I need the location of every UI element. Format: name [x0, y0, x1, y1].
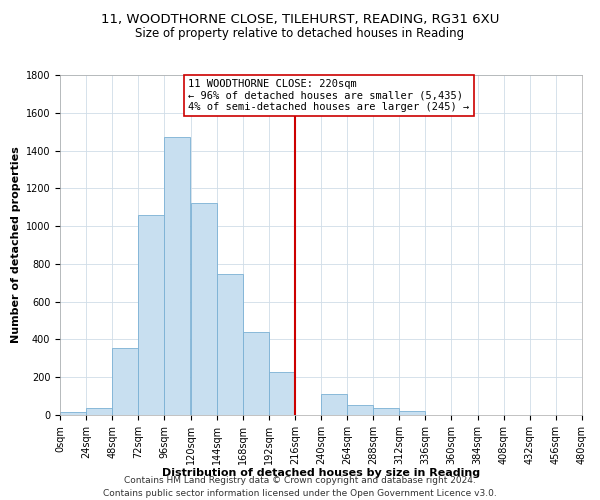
- Bar: [112, 348, 138, 415]
- Bar: [164, 138, 190, 415]
- Bar: [86, 408, 112, 415]
- Bar: [347, 404, 373, 415]
- Text: 11, WOODTHORNE CLOSE, TILEHURST, READING, RG31 6XU: 11, WOODTHORNE CLOSE, TILEHURST, READING…: [101, 12, 499, 26]
- Bar: [373, 408, 400, 415]
- X-axis label: Distribution of detached houses by size in Reading: Distribution of detached houses by size …: [162, 468, 480, 478]
- Y-axis label: Number of detached properties: Number of detached properties: [11, 146, 22, 344]
- Bar: [242, 332, 269, 415]
- Bar: [269, 372, 295, 415]
- Text: Contains HM Land Registry data © Crown copyright and database right 2024.
Contai: Contains HM Land Registry data © Crown c…: [103, 476, 497, 498]
- Bar: [321, 394, 347, 415]
- Bar: [60, 412, 86, 415]
- Text: 11 WOODTHORNE CLOSE: 220sqm
← 96% of detached houses are smaller (5,435)
4% of s: 11 WOODTHORNE CLOSE: 220sqm ← 96% of det…: [188, 79, 470, 112]
- Bar: [400, 411, 425, 415]
- Bar: [191, 204, 217, 415]
- Bar: [217, 274, 242, 415]
- Text: Size of property relative to detached houses in Reading: Size of property relative to detached ho…: [136, 28, 464, 40]
- Bar: [139, 215, 164, 415]
